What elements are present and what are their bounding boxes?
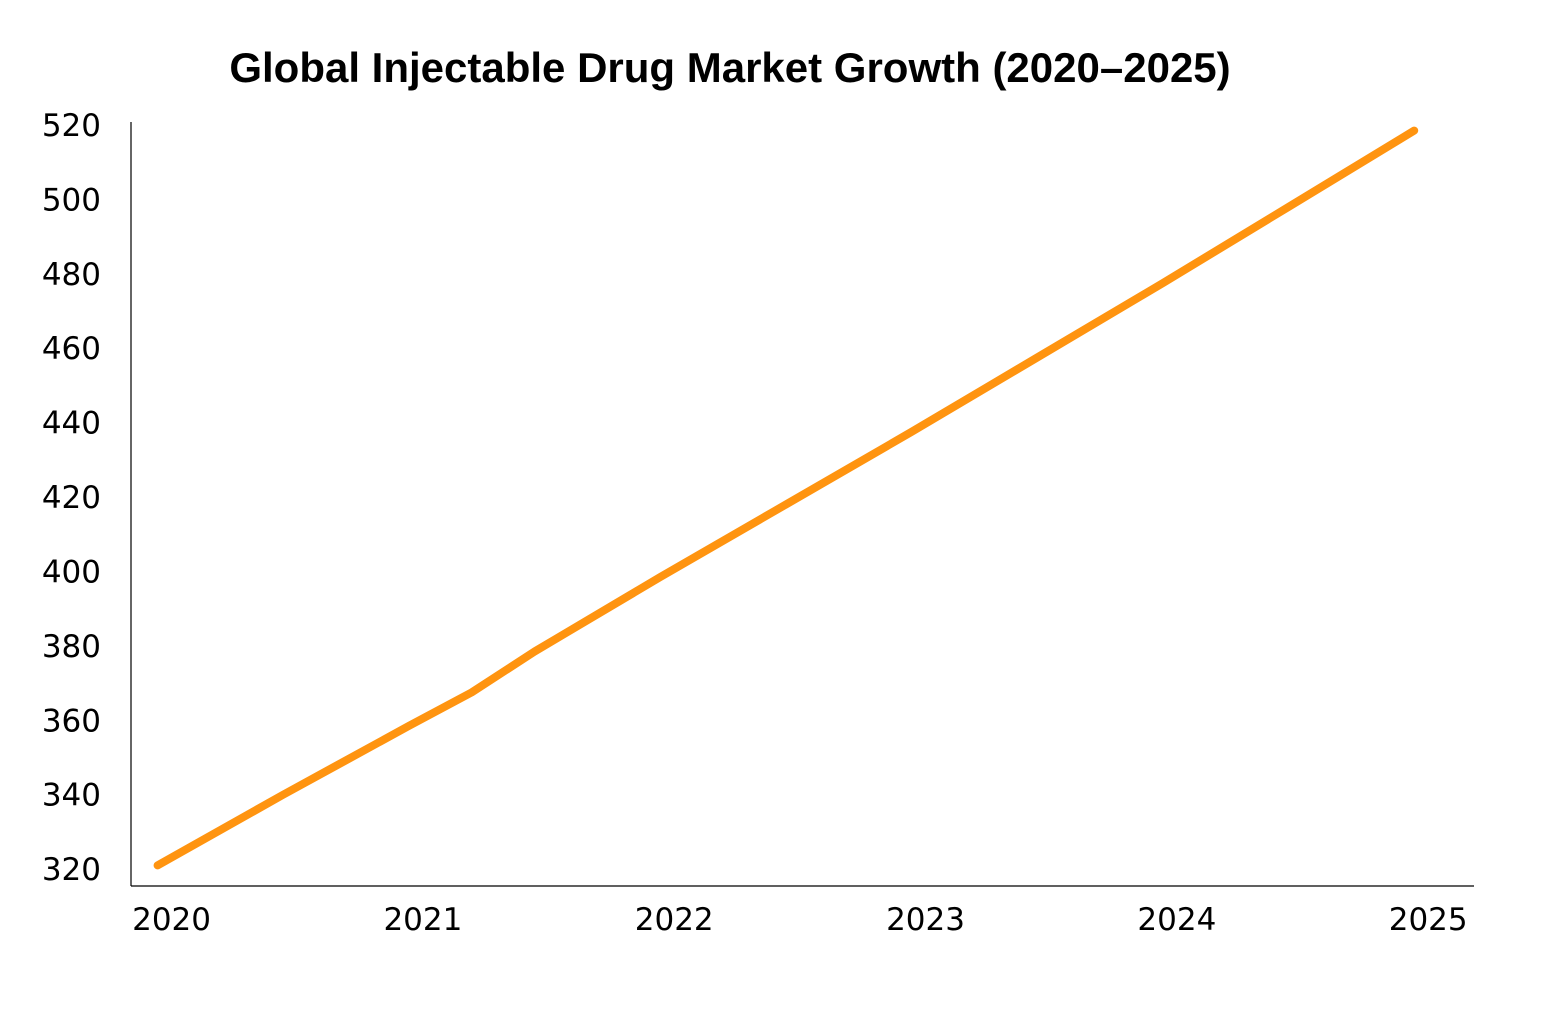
- x-tick-label: 2020: [132, 902, 211, 938]
- y-tick-label: 360: [42, 703, 101, 739]
- x-tick-label: 2022: [635, 902, 714, 938]
- x-tick-label: 2025: [1389, 902, 1468, 938]
- x-tick-label: 2021: [383, 902, 462, 938]
- series-layer: [153, 126, 1419, 870]
- series-line: [153, 126, 1419, 870]
- x-tick-label: 2024: [1137, 902, 1216, 938]
- y-tick-label: 520: [42, 108, 101, 144]
- chart-title: Global Injectable Drug Market Growth (20…: [229, 44, 1230, 91]
- y-tick-label: 480: [42, 257, 101, 293]
- y-tick-label: 440: [42, 406, 101, 442]
- y-tick-label: 340: [42, 778, 101, 814]
- y-tick-label: 420: [42, 480, 101, 516]
- x-tick-label: 2023: [886, 902, 965, 938]
- y-tick-label: 500: [42, 182, 101, 218]
- y-tick-label: 380: [42, 629, 101, 665]
- y-tick-label: 400: [42, 554, 101, 590]
- y-tick-labels: 320 340 360 380 400 420 440 460 480 500 520: [42, 108, 101, 888]
- y-tick-label: 320: [42, 852, 101, 888]
- x-tick-labels: 2020 2021 2022 2023 2024 2025: [132, 902, 1468, 938]
- y-tick-label: 460: [42, 331, 101, 367]
